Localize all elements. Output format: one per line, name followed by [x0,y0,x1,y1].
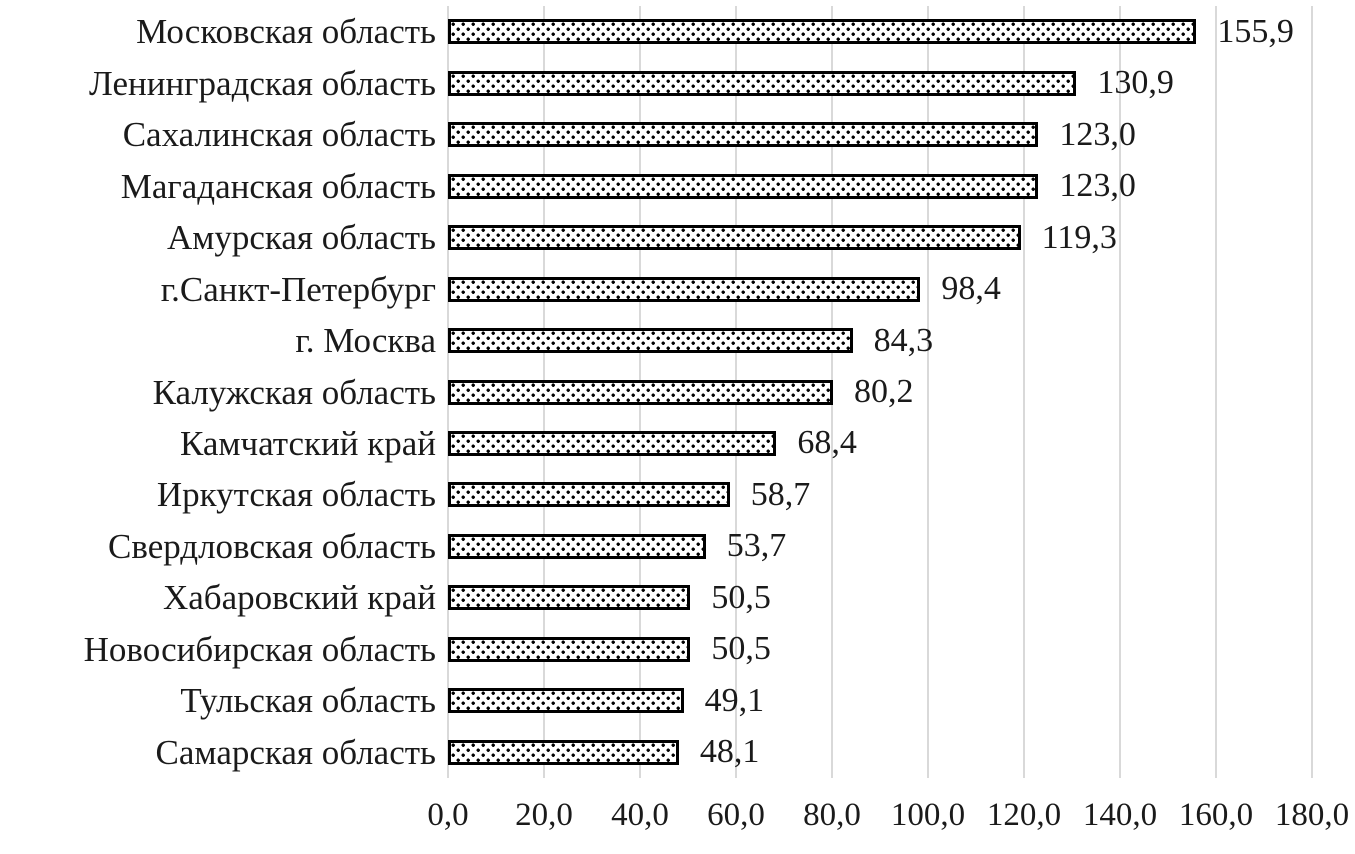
bar-track: 98,4 [448,263,1312,314]
gridline [1119,6,1121,778]
category-label: г.Санкт-Петербург [160,269,436,309]
value-label: 53,7 [726,527,787,565]
category-label: Сахалинская область [122,115,436,155]
category-label: Свердловская область [108,526,436,566]
category-label: Новосибирская область [83,629,436,669]
bar-track: 130,9 [448,57,1312,108]
gridline [927,6,929,778]
bar-track: 119,3 [448,212,1312,263]
bar-row: Калужская область 80,2 [0,366,1312,417]
bar-track: 123,0 [448,109,1312,160]
x-axis-tick-label: 60,0 [707,797,765,833]
category-label: Калужская область [152,372,436,412]
category-label: Ленинградская область [88,63,436,103]
bar-track: 53,7 [448,521,1312,572]
bar [448,739,679,765]
x-axis-tick-label: 140,0 [1082,797,1158,833]
category-label: г. Москва [295,321,436,361]
bar-row: Магаданская область 123,0 [0,160,1312,211]
bar [448,328,853,354]
bar-track: 49,1 [448,675,1312,726]
x-axis: 0,0 20,0 40,0 60,0 80,0 100,0 120,0 140,0 160,0 1… [427,796,1349,844]
x-axis-tick-label: 80,0 [803,797,861,833]
bar [448,636,691,662]
value-label: 50,5 [711,630,771,668]
value-label: 98,4 [941,270,1001,308]
bar-row: Сахалинская область 123,0 [0,109,1312,160]
value-label: 130,9 [1097,64,1174,102]
gridline [1022,6,1025,778]
bar [448,379,833,405]
x-axis-tick-label: 120,0 [986,797,1062,833]
value-label: 80,2 [853,373,914,411]
x-axis-tick-label: 180,0 [1274,797,1350,833]
bar [448,585,691,611]
category-label: Самарская область [155,732,436,772]
gridline [1311,6,1313,778]
category-label: Камчатский край [179,423,436,463]
category-label: Тульская область [180,681,436,721]
category-label: Иркутская область [156,475,436,515]
bar [448,70,1077,96]
x-axis-tick-label: 0,0 [427,797,469,833]
bar-row: Свердловская область 53,7 [0,521,1312,572]
x-axis-tick-label: 40,0 [611,797,669,833]
x-axis-tick-label: 100,0 [890,797,966,833]
bar-track: 84,3 [448,315,1312,366]
value-label: 48,1 [699,733,760,771]
bar-track: 58,7 [448,469,1312,520]
bar-track: 48,1 [448,727,1312,778]
category-label: Московская область [136,12,436,52]
value-label: 68,4 [797,424,857,462]
gridline [1215,6,1217,778]
bar [448,482,730,508]
x-axis-tick-label: 20,0 [515,797,573,833]
bar-track: 80,2 [448,366,1312,417]
bar [448,122,1039,148]
value-label: 123,0 [1059,167,1136,205]
bar-track: 50,5 [448,572,1312,623]
bar [448,276,921,302]
value-label: 155,9 [1217,12,1294,50]
bar [448,173,1039,199]
bar-track: 68,4 [448,418,1312,469]
bar-track: 123,0 [448,160,1312,211]
category-label: Магаданская область [120,166,436,206]
bar-row: г.Санкт-Петербург 98,4 [0,263,1312,314]
bar-track: 50,5 [448,624,1312,675]
bar-row: Тульская область 49,1 [0,675,1312,726]
bar-row: Камчатский край 68,4 [0,418,1312,469]
value-label: 49,1 [704,681,765,719]
bar-track: 155,9 [448,6,1312,57]
bar [448,225,1021,251]
bar [448,19,1197,45]
bar-row: Иркутская область 58,7 [0,469,1312,520]
bar [448,533,706,559]
x-axis-tick-label: 160,0 [1178,797,1254,833]
bar-row: Самарская область 48,1 [0,727,1312,778]
bar [448,688,684,714]
bar [448,430,777,456]
bar-row: Ленинградская область 130,9 [0,57,1312,108]
value-label: 119,3 [1041,218,1117,256]
category-label: Хабаровский край [163,578,436,618]
bar-row: Новосибирская область 50,5 [0,624,1312,675]
bar-row: Хабаровский край 50,5 [0,572,1312,623]
value-label: 50,5 [711,578,771,616]
bar-row: Амурская область 119,3 [0,212,1312,263]
category-label: Амурская область [166,218,436,258]
value-label: 123,0 [1059,115,1136,153]
value-label: 58,7 [750,475,811,513]
value-label: 84,3 [873,321,934,359]
bar-rows: Московская область 155,9 Ленинградская обл… [0,6,1312,778]
bar-row: Московская область 155,9 [0,6,1312,57]
bar-row: г. Москва 84,3 [0,315,1312,366]
